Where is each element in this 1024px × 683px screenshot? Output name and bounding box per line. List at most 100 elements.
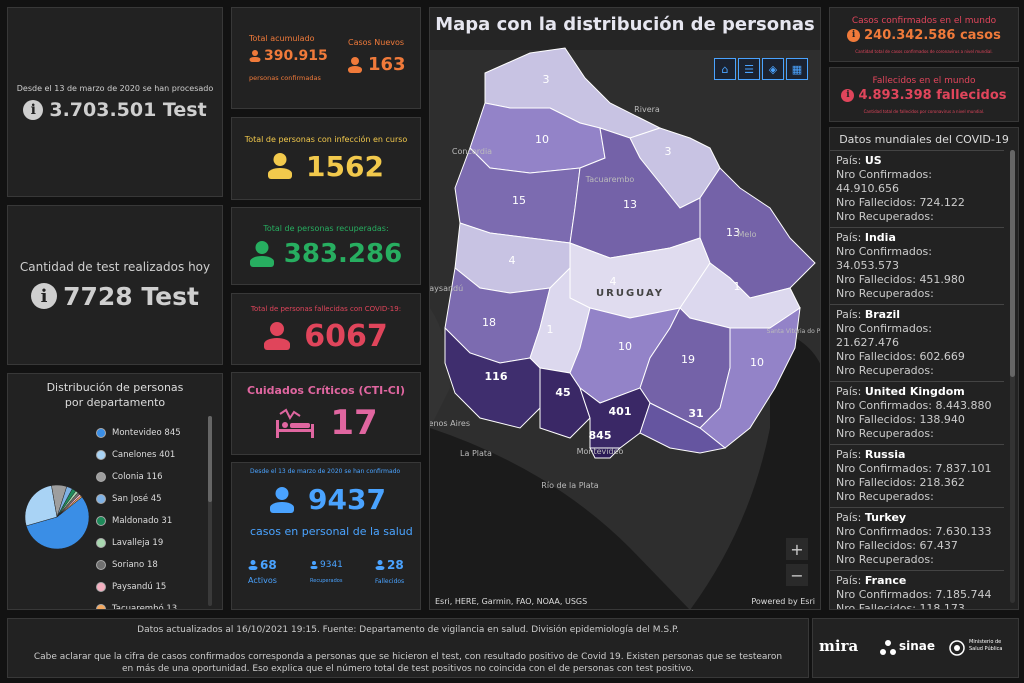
tests-today-caption: Cantidad de test realizados hoy <box>19 259 211 274</box>
pie-slice[interactable] <box>24 485 58 527</box>
accumulated-panel: Total acumulado 390.915 personas confirm… <box>231 7 421 109</box>
country-item[interactable]: País: United Kingdom Nro Confirmados: 8.4… <box>830 381 1004 444</box>
place-label: Tacuarembo <box>585 175 635 184</box>
dept-montevideo[interactable] <box>589 447 622 459</box>
department-value-label: 13 <box>726 226 740 239</box>
tests-total-panel: Desde el 13 de marzo de 2020 se han proc… <box>7 7 223 197</box>
world-data-panel: Datos mundiales del COVID-19 País: US Nro… <box>829 127 1019 610</box>
country-label: URUGUAY <box>596 288 664 299</box>
zoom-out-button[interactable]: − <box>786 564 808 586</box>
active-panel: Total de personas con infección en curso… <box>231 117 421 200</box>
pie-slice[interactable] <box>56 495 83 518</box>
legend-name: Maldonado <box>112 516 159 526</box>
staff-label: casos en personal de la salud <box>250 525 413 538</box>
place-label: Santa Vitória do Palmar <box>767 328 821 335</box>
legend-item[interactable]: Lavalleja 19 <box>96 532 208 554</box>
active-value-row: 1562 <box>268 150 384 183</box>
legend-color-swatch <box>96 560 106 570</box>
country-item[interactable]: País: France Nro Confirmados: 7.185.744 Nr… <box>830 570 1004 609</box>
country-item[interactable]: País: Brazil Nro Confirmados: 21.627.476 N… <box>830 304 1004 381</box>
department-value-label: 13 <box>623 198 637 211</box>
legend-name: Lavalleja <box>112 538 150 548</box>
department-value-label: 1 <box>547 323 554 336</box>
staff-recovered: 9341 Recuperados <box>310 560 343 584</box>
legend-value: 116 <box>146 472 163 482</box>
logo-sinae: sinae <box>899 639 936 653</box>
zoom-in-button[interactable]: + <box>786 538 808 560</box>
country-item[interactable]: País: Russia Nro Confirmados: 7.837.101 Nr… <box>830 444 1004 507</box>
legend-value: 19 <box>152 538 164 548</box>
tests-total-caption: Desde el 13 de marzo de 2020 se han proc… <box>16 83 214 93</box>
distribution-panel: Distribución de personas por departament… <box>7 373 223 610</box>
cti-panel: Cuidados Críticos (CTI-CI) 17 <box>231 372 421 455</box>
accumulated-sub: personas confirmadas <box>249 74 321 82</box>
world-deaths-panel: Fallecidos en el mundo i 4.893.398 falle… <box>829 67 1019 122</box>
legend-value: 15 <box>155 582 167 592</box>
place-label: Paysandú <box>430 284 463 293</box>
country-list-scrollbar[interactable] <box>1010 150 1015 603</box>
department-value-label: 31 <box>688 407 703 420</box>
distribution-pie <box>24 484 90 550</box>
cti-value-row: 17 <box>274 403 378 443</box>
legend-item[interactable]: Montevideo 845 <box>96 422 208 444</box>
legend-item[interactable]: Canelones 401 <box>96 444 208 466</box>
legend-name: Canelones <box>112 450 157 460</box>
legend-value: 401 <box>159 450 176 460</box>
map-legend-button[interactable]: ☰ <box>738 58 760 80</box>
map-canvas[interactable]: 3 10 3 15 13 13 4 4 1 18 1 10 19 10 116 45 401 845 31 Conc… <box>430 8 821 610</box>
legend-color-swatch <box>96 604 106 609</box>
staff-panel: Desde el 13 de marzo de 2020 se han conf… <box>231 462 421 610</box>
dept-san-jose[interactable] <box>539 367 591 439</box>
tests-today-value-row: i 7728 Test <box>31 282 199 311</box>
department-value-label: 45 <box>555 386 570 399</box>
map-layers-button[interactable]: ◈ <box>762 58 784 80</box>
staff-deceased-value: 28 <box>387 558 404 572</box>
legend-name: Colonia <box>112 472 144 482</box>
tests-today-panel: Cantidad de test realizados hoy i 7728 T… <box>7 205 223 365</box>
place-label: Montevideo <box>577 447 624 456</box>
recovered-value: 383.286 <box>283 238 403 269</box>
dept-maldonado[interactable] <box>639 402 727 454</box>
place-label: Concordia <box>452 147 492 156</box>
legend-item[interactable]: Maldonado 31 <box>96 510 208 532</box>
distribution-title: Distribución de personas por departament… <box>46 381 184 409</box>
legend-item[interactable]: Soriano 18 <box>96 554 208 576</box>
legend-item[interactable]: Tacuarembó 13 <box>96 598 208 609</box>
info-icon: i <box>31 283 58 309</box>
department-value-label: 18 <box>482 316 496 329</box>
staff-recovered-label: Recuperados <box>310 578 343 584</box>
world-confirmed-note: Cantidad total de casos confirmados de c… <box>855 48 993 54</box>
country-item[interactable]: País: US Nro Confirmados: 44.910.656 Nro F… <box>830 150 1004 227</box>
legend-item[interactable]: Colonia 116 <box>96 466 208 488</box>
distribution-scrollbar[interactable] <box>208 416 212 606</box>
legend-item[interactable]: Paysandú 15 <box>96 576 208 598</box>
country-item[interactable]: País: Turkey Nro Confirmados: 7.630.133 Nr… <box>830 507 1004 570</box>
map-basemap-button[interactable]: ▦ <box>786 58 808 80</box>
legend-name: Soriano <box>112 560 145 570</box>
footer-panel: Datos actualizados al 16/10/2021 19:15. … <box>7 618 809 678</box>
map-home-button[interactable]: ⌂ <box>714 58 736 80</box>
world-confirmed-label: Casos confirmados en el mundo <box>851 15 997 26</box>
dept-rocha[interactable] <box>699 306 801 449</box>
country-item[interactable]: País: India Nro Confirmados: 34.053.573 Nr… <box>830 227 1004 304</box>
department-value-label: 4 <box>509 254 516 267</box>
staff-caption: Desde el 13 de marzo de 2020 se han conf… <box>250 468 401 475</box>
legend-item[interactable]: San José 45 <box>96 488 208 510</box>
legend-color-swatch <box>96 516 106 526</box>
staff-deceased: 28 Fallecidos <box>375 558 404 585</box>
world-deaths-label: Fallecidos en el mundo <box>872 75 976 86</box>
department-value-label: 116 <box>485 370 508 383</box>
staff-recovered-value: 9341 <box>320 560 343 570</box>
person-icon <box>264 322 291 350</box>
active-value: 1562 <box>306 149 384 183</box>
legend-color-swatch <box>96 450 106 460</box>
department-value-label: 3 <box>543 73 550 86</box>
department-value-label: 15 <box>512 194 526 207</box>
country-list[interactable]: País: US Nro Confirmados: 44.910.656 Nro F… <box>830 150 1004 609</box>
person-icon <box>268 153 293 179</box>
map-panel[interactable]: Mapa con la distribución de personas 3 10… <box>429 7 821 610</box>
legend-color-swatch <box>96 428 106 438</box>
legend-color-swatch <box>96 472 106 482</box>
person-icon <box>249 240 274 267</box>
pie-slice[interactable] <box>25 496 90 550</box>
